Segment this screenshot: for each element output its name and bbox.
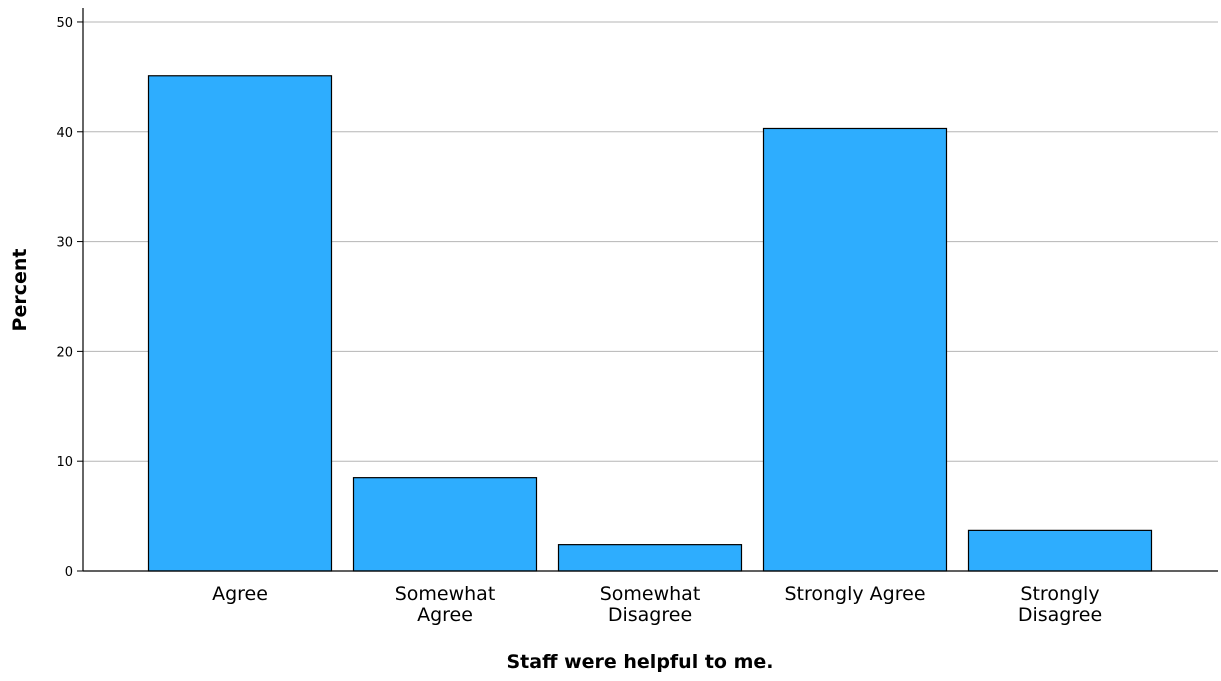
- bar: [147, 75, 333, 572]
- x-axis-title: Staff were helpful to me.: [506, 651, 773, 673]
- y-tick-labels: 0 10 20 30 40 50: [56, 16, 73, 580]
- x-tick-label: Strongly Disagree: [1018, 583, 1102, 626]
- x-tick-label-line: Disagree: [608, 604, 692, 626]
- x-tick-label-line: Somewhat: [600, 583, 701, 605]
- bar: [352, 477, 538, 572]
- y-axis-title: Percent: [9, 249, 31, 332]
- bars: [147, 75, 1153, 572]
- x-tick-label-line: Agree: [417, 604, 473, 626]
- bar: [967, 529, 1153, 572]
- y-tick-label: 0: [65, 565, 73, 580]
- bar: [762, 127, 948, 572]
- x-tick-label-line: Strongly Agree: [784, 583, 925, 605]
- axes: [77, 8, 1218, 572]
- x-tick-label-line: Agree: [212, 583, 268, 605]
- bar: [557, 544, 743, 572]
- x-tick-label: Somewhat Agree: [395, 583, 496, 626]
- y-tick-label: 40: [56, 126, 73, 141]
- x-tick-label-line: Strongly: [1020, 583, 1099, 605]
- y-tick-label: 50: [56, 16, 73, 31]
- x-tick-label-line: Somewhat: [395, 583, 496, 605]
- x-tick-label: Somewhat Disagree: [600, 583, 701, 626]
- y-tick-label: 30: [56, 236, 73, 251]
- y-tick-label: 10: [56, 455, 73, 470]
- x-tick-label: Agree: [212, 583, 268, 605]
- x-tick-label: Strongly Agree: [784, 583, 925, 605]
- y-tick-label: 20: [56, 345, 73, 360]
- x-tick-label-line: Disagree: [1018, 604, 1102, 626]
